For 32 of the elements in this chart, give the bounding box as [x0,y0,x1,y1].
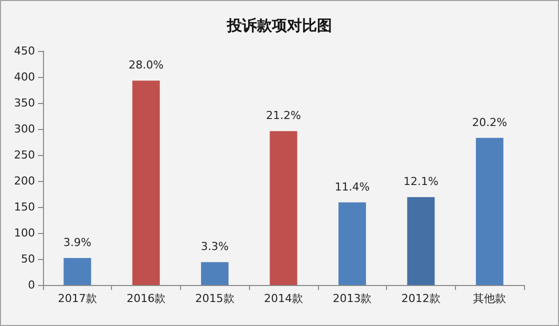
annotation: 21.2% [266,109,301,122]
x-tick-label: 2015款 [195,292,234,305]
y-tick-label: 300 [14,122,35,136]
y-tick-label: 0 [28,278,35,292]
y-tick-label: 400 [14,70,35,84]
annotation: 11.4% [334,180,370,194]
bar [64,258,92,285]
y-tick-label: 150 [14,200,35,214]
bar [132,80,160,285]
y-tick-label: 200 [14,174,35,188]
x-tick-label: 2012款 [401,292,440,305]
y-tick-label: 450 [14,44,35,58]
x-tick-label: 其他款 [473,292,506,305]
bar [338,202,366,285]
y-tick-label: 350 [14,96,35,110]
x-tick-label: 2016款 [126,292,166,305]
annotation: 28.0% [128,58,164,72]
annotation: 3.3% [200,240,229,254]
chart-title: 投诉款项对比图 [226,16,332,34]
bar [407,197,435,285]
annotation: 12.1% [403,175,438,188]
bar [476,138,504,285]
x-tick-label: 2017款 [58,292,97,305]
y-tick-label: 100 [14,226,35,240]
x-tick-label: 2013款 [332,292,372,305]
bar [201,262,229,285]
annotation: 3.9% [63,236,92,249]
bar [270,131,298,285]
x-tick-label: 2014款 [264,292,303,305]
annotation: 20.2% [472,116,508,129]
y-tick-label: 250 [14,148,35,162]
y-tick-label: 50 [21,252,35,266]
